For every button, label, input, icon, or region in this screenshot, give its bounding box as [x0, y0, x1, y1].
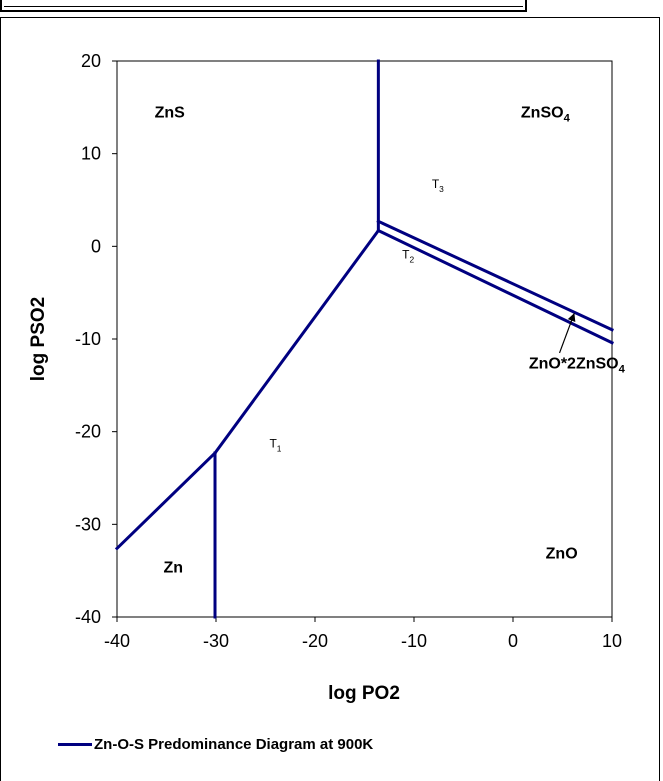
y-tick-label: 20 — [81, 51, 101, 71]
phase-annotation: ZnO*2ZnSO4 — [529, 356, 626, 376]
chart-frame — [0, 17, 660, 781]
triple-point-label: T3 — [432, 177, 444, 194]
x-tick-label: -40 — [104, 631, 130, 651]
y-tick-label: -20 — [75, 422, 101, 442]
x-tick-label: -10 — [401, 631, 427, 651]
x-tick-label: -20 — [302, 631, 328, 651]
axes: -40 -30 -20 -10 0 10 20 10 0 -10 -20 -30 -40 — [75, 51, 622, 651]
annotation-arrowhead — [567, 313, 576, 322]
triple-point-label: T1 — [269, 436, 281, 453]
top-frame — [0, 0, 527, 12]
y-tick-label: -30 — [75, 514, 101, 534]
region-label: ZnS — [155, 105, 186, 122]
boundary-line — [376, 219, 614, 332]
y-tick-label: 0 — [91, 236, 101, 256]
triple-point-label: T2 — [402, 247, 414, 264]
x-axis-title: log PO2 — [328, 683, 400, 704]
y-tick-label: -40 — [75, 607, 101, 627]
x-tick-label: -30 — [203, 631, 229, 651]
boundary-line — [376, 228, 615, 345]
region-label: ZnO — [546, 546, 578, 563]
plot-area — [116, 60, 613, 618]
legend-label: Zn-O-S Predominance Diagram at 900K — [94, 735, 374, 753]
phase-boundaries — [114, 59, 615, 619]
region-label: ZnSO4 — [521, 105, 571, 125]
x-tick-label: 10 — [602, 631, 622, 651]
chart-labels: ZnS ZnSO4 ZnO Zn T3 T2 T1 ZnO*2ZnSO4 — [155, 105, 626, 577]
boundary-line — [212, 228, 381, 456]
y-axis-title: log PSO2 — [28, 297, 49, 381]
boundary-line — [114, 450, 218, 551]
y-tick-label: 10 — [81, 144, 101, 164]
y-tick-label: -10 — [75, 329, 101, 349]
legend-line-swatch — [58, 742, 92, 746]
region-label: Zn — [164, 560, 184, 577]
legend: Zn-O-S Predominance Diagram at 900K — [58, 733, 373, 755]
x-tick-label: 0 — [508, 631, 518, 651]
